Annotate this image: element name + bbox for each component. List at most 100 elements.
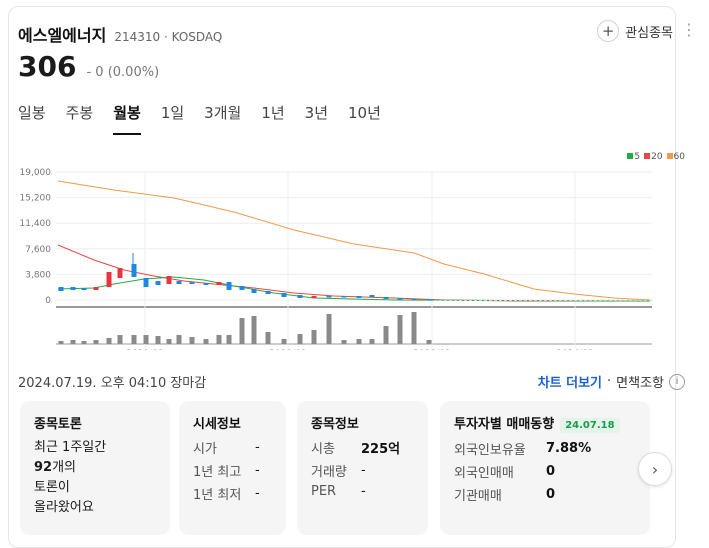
- tail-tick: [444, 300, 447, 301]
- volume-bar-25: [383, 326, 389, 344]
- candle-13: [216, 282, 222, 285]
- quote-row-low: 1년 최저 -: [193, 486, 260, 503]
- candle-17: [265, 291, 271, 294]
- candle-25: [383, 297, 389, 299]
- volume-bar-10: [176, 335, 182, 344]
- disclaimer-link[interactable]: 면책조항: [616, 376, 664, 391]
- tab-5[interactable]: 1년: [261, 104, 285, 122]
- volume-bar-0: [58, 341, 64, 344]
- y-tick-label: 11,400: [20, 219, 52, 229]
- y-tick-label: 3,800: [25, 270, 51, 280]
- investor-date-badge: 24.07.18: [560, 418, 620, 433]
- investor-row-institution-trade: 기관매매 0: [454, 487, 556, 504]
- discussion-text: 최근 1주일간 92개의 토론이 올라왔어요: [34, 440, 107, 515]
- info-icon[interactable]: i: [669, 373, 685, 390]
- tab-6[interactable]: 3년: [304, 104, 329, 122]
- tail-tick: [634, 300, 637, 301]
- current-price: 306: [18, 50, 77, 83]
- stockinfo-row-volume: 거래량 -: [311, 463, 366, 480]
- add-watchlist-button[interactable]: + 관심종목: [597, 20, 673, 42]
- tail-tick: [529, 300, 532, 301]
- chart-legend: 5 20 60: [627, 152, 685, 162]
- investor-row-foreign-ratio: 외국인보유율 7.88%: [454, 441, 592, 458]
- chart-links: 차트 더보기 · 면책조항 i: [538, 372, 685, 391]
- candle-12: [203, 283, 209, 285]
- stockinfo-panel[interactable]: 종목정보 시총 225억 거래량 - PER -: [297, 401, 428, 535]
- y-tick-label: 7,600: [25, 245, 51, 255]
- tail-tick: [509, 300, 512, 301]
- chart-more-link[interactable]: 차트 더보기: [537, 376, 603, 391]
- y-tick-label: 15,200: [20, 194, 52, 204]
- tail-tick: [489, 300, 492, 301]
- volume-bar-5: [117, 335, 123, 344]
- tail-tick: [504, 300, 507, 301]
- stock-name[interactable]: 에스엘에너지: [18, 26, 107, 45]
- tail-tick: [599, 300, 602, 301]
- quote-title: 시세정보: [193, 417, 241, 432]
- candle-16: [251, 289, 257, 293]
- investor-panel[interactable]: 투자자별 매매동향 24.07.18 외국인보유율 7.88% 외국인매매 0 기관매…: [440, 401, 650, 535]
- candle-27: [411, 299, 417, 301]
- tail-tick: [559, 300, 562, 301]
- volume-bar-13: [216, 335, 222, 344]
- volume-bar-20: [311, 330, 317, 344]
- volume-bar-6: [131, 335, 137, 344]
- tab-1[interactable]: 주봉: [65, 104, 94, 122]
- tail-tick: [554, 300, 557, 301]
- volume-bar-8: [155, 336, 161, 344]
- volume-bar-3: [93, 340, 99, 344]
- price-chart[interactable]: 19,000 15,200 11,400 7,600 3,800 0 2021/01 2022…: [14, 160, 654, 350]
- quote-row-open: 시가 -: [193, 440, 260, 457]
- price-block: 306 - 0 (0.00%): [18, 50, 159, 83]
- volume-bar-27: [411, 312, 417, 344]
- volume-bar-2: [81, 341, 87, 344]
- quote-row-high: 1년 최고 -: [193, 463, 260, 480]
- stock-code: 214310 · KOSDAQ: [114, 30, 223, 44]
- legend-item-1: 20: [644, 152, 663, 162]
- candle-10: [176, 281, 182, 284]
- candle-15: [239, 286, 245, 290]
- tail-tick: [629, 300, 632, 301]
- candle-1: [70, 287, 76, 290]
- x-tick-label: 2021/01: [126, 349, 163, 350]
- more-icon[interactable]: ⋮: [681, 20, 697, 39]
- candle-0: [58, 287, 64, 291]
- period-tabs: 일봉 주봉 월봉 1일 3개월 1년 3년 10년: [18, 102, 381, 135]
- tail-tick: [499, 300, 502, 301]
- candle-28: [426, 299, 432, 301]
- price-change: - 0 (0.00%): [86, 65, 160, 80]
- tail-tick: [624, 300, 627, 301]
- volume-bar-26: [397, 315, 403, 344]
- volume-bar-17: [265, 332, 271, 344]
- volume-bar-7: [143, 335, 149, 344]
- volume-bar-9: [166, 339, 172, 344]
- candle-14: [226, 282, 232, 290]
- tab-2[interactable]: 월봉: [113, 102, 141, 135]
- y-tick-label: 0: [45, 296, 51, 306]
- tail-tick: [514, 300, 517, 301]
- volume-bar-11: [189, 337, 195, 344]
- volume-bar-28: [426, 340, 432, 344]
- candle-3: [93, 287, 99, 290]
- tail-tick: [484, 300, 487, 301]
- tail-tick: [454, 300, 457, 301]
- candle-11: [189, 282, 195, 284]
- candle-8: [155, 281, 161, 285]
- tail-tick: [579, 300, 582, 301]
- tab-0[interactable]: 일봉: [18, 104, 46, 122]
- tail-tick: [584, 300, 587, 301]
- tab-3[interactable]: 1일: [160, 104, 185, 122]
- volume-bar-22: [341, 340, 347, 344]
- tail-tick: [604, 300, 607, 301]
- discussion-title: 종목토론: [34, 417, 82, 432]
- tab-4[interactable]: 3개월: [204, 104, 242, 122]
- candle-24: [369, 295, 375, 297]
- ma60-line: [57, 180, 651, 301]
- chevron-right-icon[interactable]: ›: [638, 452, 672, 486]
- quote-panel[interactable]: 시세정보 시가 - 1년 최고 - 1년 최저 -: [179, 401, 286, 535]
- discussion-panel[interactable]: 종목토론 최근 1주일간 92개의 토론이 올라왔어요: [20, 401, 170, 535]
- tab-7[interactable]: 10년: [348, 104, 381, 122]
- tail-tick: [534, 300, 537, 301]
- volume-bar-14: [226, 335, 232, 344]
- tail-tick: [619, 300, 622, 301]
